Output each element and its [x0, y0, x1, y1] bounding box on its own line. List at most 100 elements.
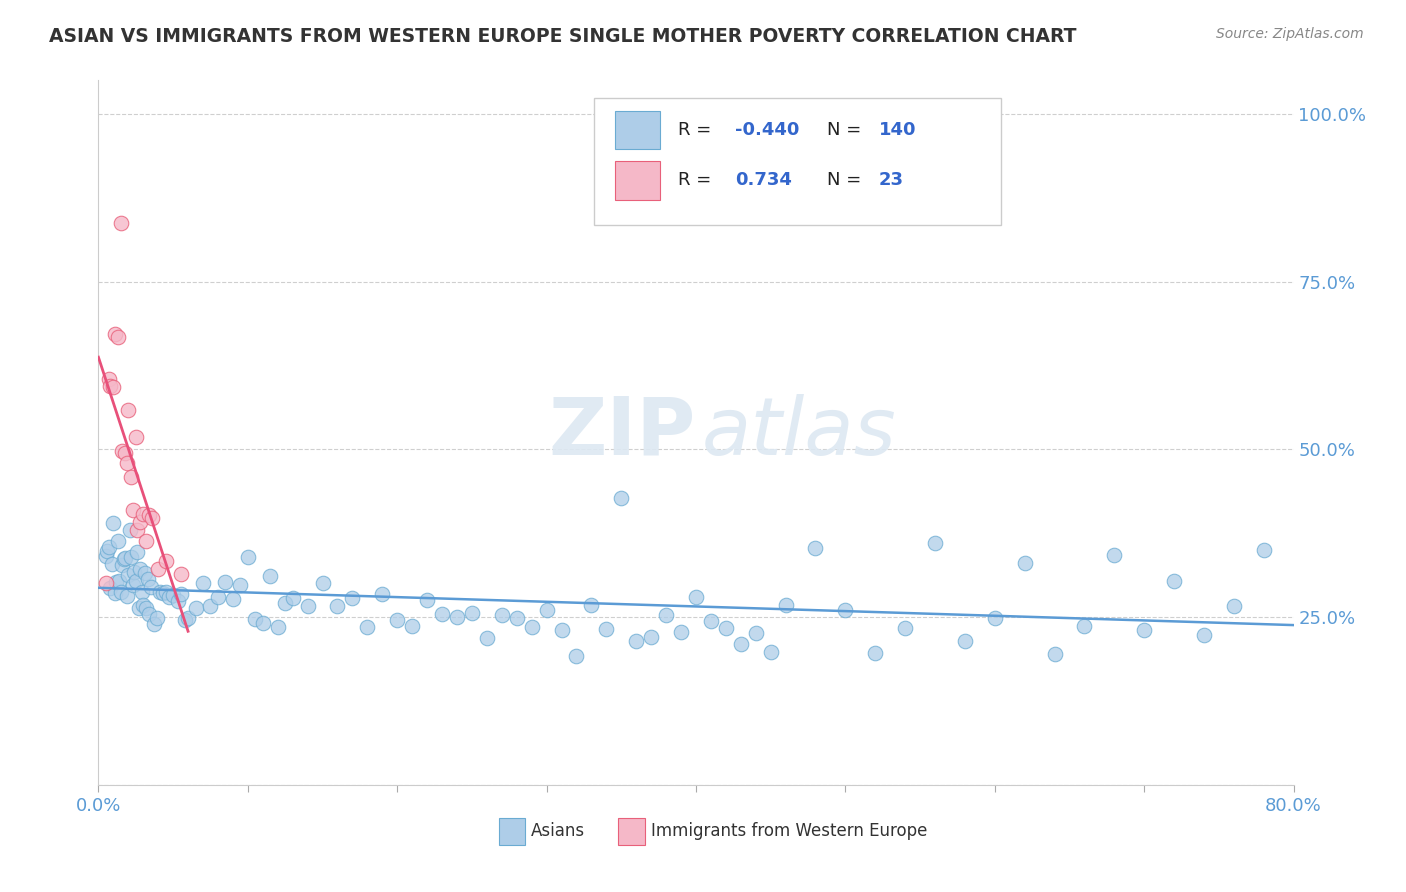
Point [107, 330, 129, 344]
Y-axis label: Single Mother Poverty: Single Mother Poverty [0, 341, 8, 524]
Point [177, 611, 200, 625]
Text: N =: N = [827, 121, 868, 139]
Text: -0.440: -0.440 [735, 121, 800, 139]
Point [117, 568, 139, 582]
Point [97, 372, 120, 386]
Point [132, 507, 155, 521]
Point [103, 380, 125, 394]
Point [162, 589, 184, 603]
Point [129, 562, 152, 576]
Point [112, 552, 135, 566]
Point [745, 625, 768, 640]
Point [1104, 548, 1126, 562]
Point [103, 516, 125, 531]
Point [984, 611, 1007, 625]
Point [685, 590, 707, 604]
Text: 0.734: 0.734 [735, 171, 793, 189]
Point [626, 633, 648, 648]
Point [700, 614, 723, 628]
Point [148, 562, 170, 576]
Point [401, 619, 423, 633]
Point [115, 456, 138, 470]
Point [865, 646, 887, 660]
Point [169, 566, 191, 581]
Point [804, 541, 827, 555]
Point [191, 576, 214, 591]
Point [174, 613, 197, 627]
Point [207, 590, 229, 604]
Text: 140: 140 [879, 121, 917, 139]
Point [104, 327, 127, 342]
Point [416, 593, 439, 607]
Point [98, 582, 122, 596]
Point [371, 587, 394, 601]
Point [274, 596, 297, 610]
Point [475, 632, 498, 646]
Point [356, 619, 378, 633]
Point [121, 578, 143, 592]
Point [101, 557, 124, 571]
Point [152, 585, 174, 599]
Point [297, 599, 319, 614]
Point [149, 585, 172, 599]
Point [107, 534, 129, 549]
Point [1192, 628, 1215, 642]
Point [1163, 574, 1185, 588]
Text: 23: 23 [879, 171, 904, 189]
Point [127, 545, 149, 559]
Bar [614, 111, 661, 149]
Point [565, 649, 588, 664]
Point [105, 575, 128, 590]
Point [132, 598, 155, 612]
Point [114, 550, 136, 565]
Point [142, 617, 165, 632]
Point [229, 578, 252, 592]
Point [214, 574, 236, 589]
Point [138, 508, 160, 522]
Point [245, 612, 267, 626]
Point [775, 599, 797, 613]
Point [129, 515, 152, 529]
Point [1014, 556, 1036, 570]
Text: Source: ZipAtlas.com: Source: ZipAtlas.com [1216, 27, 1364, 41]
Point [655, 608, 678, 623]
Point [222, 591, 245, 606]
Point [640, 630, 662, 644]
Point [953, 634, 976, 648]
Point [1043, 647, 1066, 661]
Point [311, 575, 333, 590]
Text: Asians: Asians [531, 822, 585, 840]
Point [491, 607, 513, 622]
Point [550, 624, 572, 638]
Point [138, 607, 160, 622]
Point [536, 603, 558, 617]
Point [110, 216, 132, 230]
Point [326, 599, 349, 613]
Point [97, 540, 120, 554]
Point [108, 574, 131, 588]
Bar [614, 161, 661, 200]
Point [1073, 619, 1095, 633]
Point [595, 622, 617, 636]
Point [894, 622, 917, 636]
Point [155, 585, 177, 599]
Point [1253, 543, 1275, 558]
Bar [619, 818, 644, 845]
Point [128, 601, 150, 615]
Point [141, 510, 163, 524]
Point [834, 603, 856, 617]
Point [125, 430, 148, 444]
Point [96, 544, 118, 558]
Point [98, 379, 122, 393]
Point [252, 615, 274, 630]
Point [430, 607, 453, 621]
Text: ASIAN VS IMMIGRANTS FROM WESTERN EUROPE SINGLE MOTHER POVERTY CORRELATION CHART: ASIAN VS IMMIGRANTS FROM WESTERN EUROPE … [49, 27, 1077, 45]
Point [145, 611, 167, 625]
Point [120, 550, 142, 565]
Point [342, 591, 364, 605]
Point [924, 535, 946, 549]
Point [94, 576, 117, 591]
Point [139, 580, 162, 594]
Text: R =: R = [678, 171, 717, 189]
Point [104, 586, 127, 600]
